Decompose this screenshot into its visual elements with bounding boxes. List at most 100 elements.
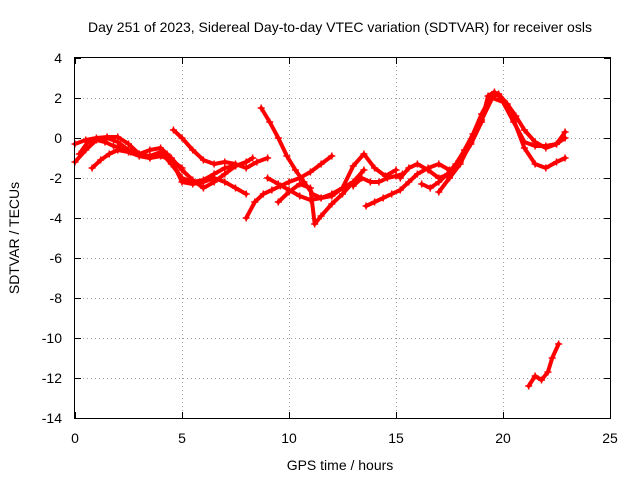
data-point: [306, 184, 314, 192]
data-point: [296, 180, 304, 188]
data-point: [178, 134, 186, 142]
data-point: [189, 146, 197, 154]
x-tick-labels: 0 5 10 15 20 25: [71, 430, 618, 446]
x-axis-label: GPS time / hours: [287, 457, 394, 473]
data-point: [360, 150, 368, 158]
data-point: [105, 150, 113, 158]
data-point: [189, 180, 197, 188]
data-point: [328, 200, 336, 208]
data-point: [291, 166, 299, 174]
data-point: [510, 118, 518, 126]
data-point: [306, 196, 314, 204]
data-point: [264, 154, 272, 162]
data-point: [426, 184, 434, 192]
data-point: [97, 156, 105, 164]
data-point: [388, 190, 396, 198]
data-point: [531, 138, 539, 146]
y-tick-label: -14: [42, 410, 62, 426]
series-line: [276, 168, 366, 226]
data-point: [75, 150, 83, 158]
data-point: [101, 138, 109, 146]
data-point: [328, 152, 336, 160]
data-point: [435, 178, 443, 186]
data-point: [542, 144, 550, 152]
data-point: [371, 164, 379, 172]
y-tick-label: -10: [42, 330, 62, 346]
y-tick-label: -4: [50, 210, 63, 226]
data-point: [435, 160, 443, 168]
data-point: [157, 152, 165, 160]
data-point: [542, 164, 550, 172]
y-tick-label: -6: [50, 250, 63, 266]
data-point: [210, 160, 218, 168]
series-line: [398, 90, 568, 180]
data-point: [349, 182, 357, 190]
data-point: [210, 174, 218, 182]
series-arc-14: [418, 90, 569, 192]
data-point: [469, 130, 477, 138]
y-tick-label: 4: [54, 50, 62, 66]
data-point: [520, 138, 528, 146]
data-point: [366, 178, 374, 186]
data-point: [531, 372, 539, 380]
data-traces: [71, 88, 569, 390]
data-point: [486, 94, 494, 102]
data-point: [84, 138, 92, 146]
data-point: [257, 104, 265, 112]
data-point: [242, 190, 250, 198]
data-point: [221, 170, 229, 178]
data-point: [169, 126, 177, 134]
data-point: [460, 146, 468, 154]
plot-frame: [74, 57, 611, 419]
data-point: [253, 158, 261, 166]
data-point: [520, 144, 528, 152]
data-point: [268, 186, 276, 194]
data-point: [553, 140, 560, 148]
data-point: [306, 168, 314, 176]
data-point: [555, 340, 563, 348]
data-point: [435, 188, 443, 196]
data-point: [392, 172, 400, 180]
y-tick-label: -12: [42, 370, 62, 386]
data-point: [259, 190, 267, 198]
data-point: [199, 156, 207, 164]
data-point: [548, 354, 556, 362]
data-point: [242, 158, 250, 166]
data-point: [135, 152, 143, 160]
data-point: [561, 154, 569, 162]
data-point: [339, 184, 346, 192]
data-point: [266, 118, 274, 126]
data-point: [538, 376, 546, 384]
data-point: [274, 180, 282, 188]
data-point: [371, 198, 379, 206]
series-arc-10: [349, 170, 406, 190]
data-point: [561, 128, 569, 136]
x-tick-label: 0: [71, 430, 79, 446]
data-point: [157, 144, 165, 152]
y-tick-label: 0: [54, 130, 62, 146]
data-point: [251, 198, 259, 206]
data-point: [221, 164, 229, 172]
data-point: [512, 112, 520, 120]
data-point: [199, 184, 207, 192]
data-point: [383, 174, 391, 182]
y-axis-label: SDTVAR / TECUs: [6, 182, 22, 294]
data-point: [317, 194, 325, 202]
series-arc-15: [525, 340, 563, 390]
data-point: [232, 184, 239, 192]
data-point: [392, 166, 400, 174]
data-point: [418, 180, 426, 188]
data-point: [413, 160, 421, 168]
data-point: [114, 133, 122, 141]
grid: [75, 58, 610, 418]
data-point: [452, 160, 460, 168]
series-line: [419, 92, 568, 190]
data-point: [114, 146, 122, 154]
y-tick-label: -8: [50, 290, 63, 306]
data-point: [242, 164, 250, 172]
series-line: [171, 128, 270, 170]
data-point: [146, 146, 154, 154]
data-point: [405, 178, 413, 186]
series-line: [364, 162, 452, 208]
series-line: [526, 342, 561, 388]
